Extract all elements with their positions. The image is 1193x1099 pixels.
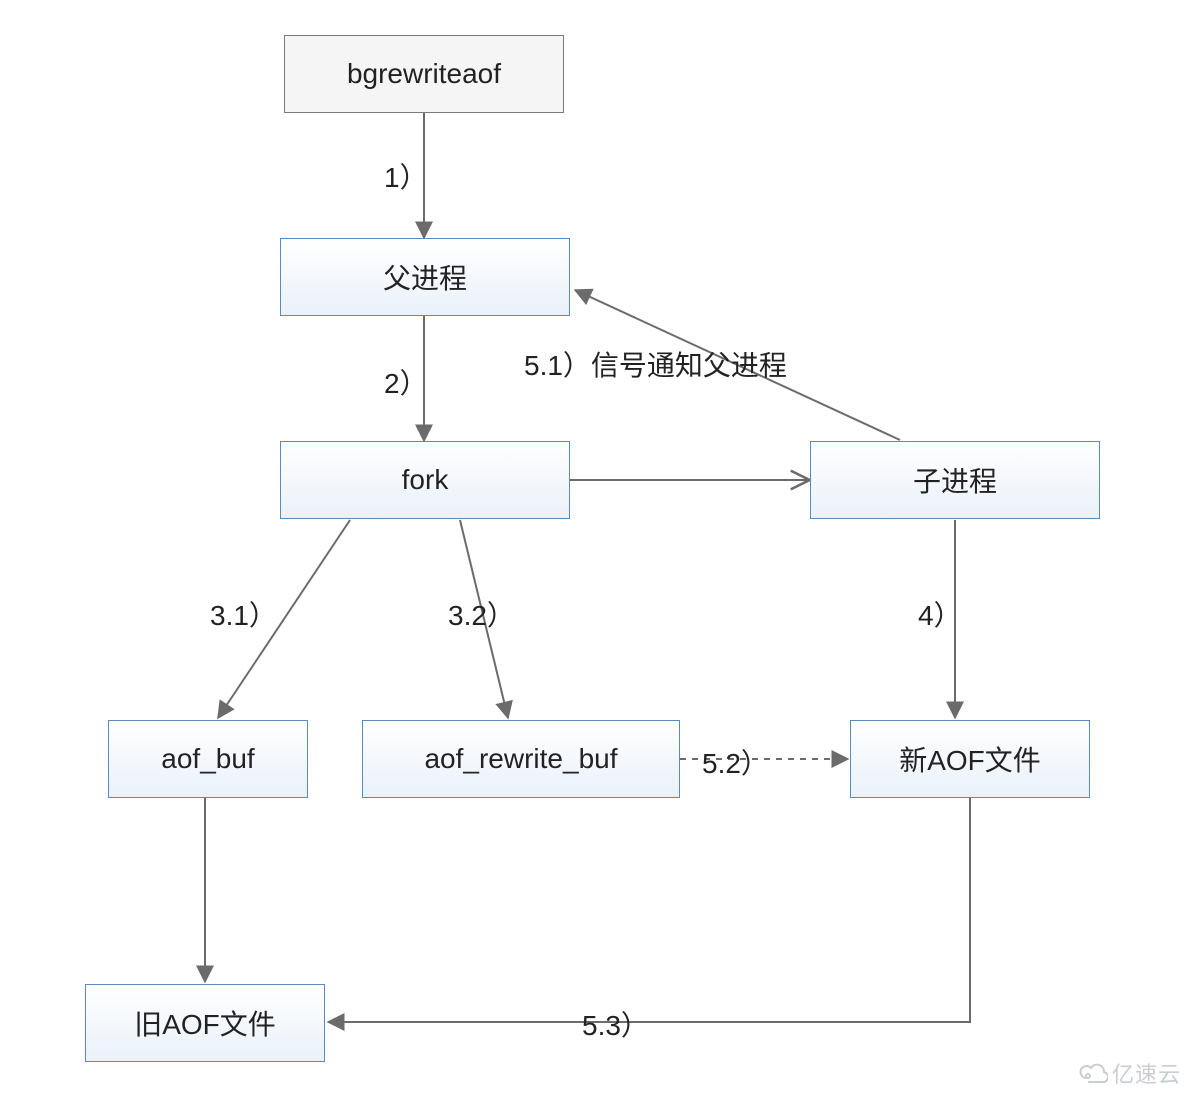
edge-label-4: 3.2）	[448, 594, 515, 634]
edge-label-5: 4）	[918, 594, 962, 634]
node-child: 子进程	[810, 441, 1100, 519]
edges-layer	[0, 0, 1193, 1099]
node-old_aof: 旧AOF文件	[85, 984, 325, 1062]
watermark-text: 亿速云	[1112, 1057, 1181, 1089]
node-parent: 父进程	[280, 238, 570, 316]
node-fork: fork	[280, 441, 570, 519]
edge-new_aof-to-old_aof	[328, 798, 970, 1022]
edge-label-3: 3.1）	[210, 594, 277, 634]
edge-label-7: 5.2）	[702, 742, 769, 782]
edge-label-6: 5.1）信号通知父进程	[524, 344, 787, 384]
node-bgrewriteaof: bgrewriteaof	[284, 35, 564, 113]
node-new_aof: 新AOF文件	[850, 720, 1090, 798]
edge-label-1: 2）	[384, 362, 428, 402]
node-aof_rewrite: aof_rewrite_buf	[362, 720, 680, 798]
node-aof_buf: aof_buf	[108, 720, 308, 798]
edge-label-9: 5.3）	[582, 1004, 649, 1044]
watermark: 亿速云	[1078, 1057, 1181, 1089]
edge-label-0: 1）	[384, 156, 428, 196]
